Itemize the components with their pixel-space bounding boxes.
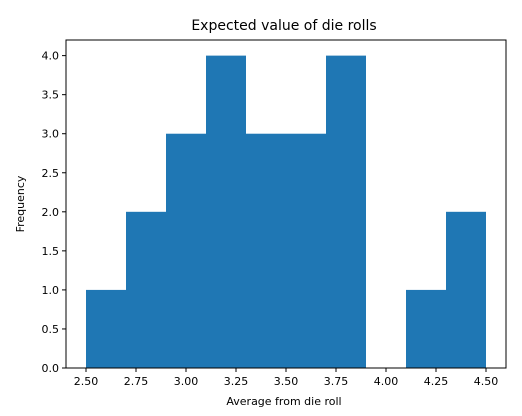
y-tick-label: 3.5 — [42, 89, 60, 102]
y-axis-ticks: 0.0 0.5 1.0 1.5 2.0 2.5 3.0 3.5 4.0 — [42, 50, 66, 375]
y-axis-title: Frequency — [14, 175, 27, 232]
histogram-bar-4 — [246, 133, 286, 368]
x-axis-title: Average from die roll — [226, 395, 341, 408]
histogram-bar-5 — [286, 133, 326, 368]
histogram-bar-1 — [126, 211, 166, 368]
y-tick-label: 1.0 — [42, 284, 60, 297]
x-tick-label: 4.25 — [424, 375, 449, 388]
y-tick-label: 2.5 — [42, 167, 60, 180]
histogram-bar-9 — [446, 211, 486, 368]
x-tick-label: 4.50 — [474, 375, 499, 388]
x-tick-label: 2.75 — [124, 375, 149, 388]
x-tick-label: 4.00 — [374, 375, 399, 388]
histogram-bar-3 — [206, 55, 246, 368]
histogram-bar-0 — [86, 289, 126, 368]
bars-group — [86, 55, 486, 368]
x-tick-label: 2.50 — [74, 375, 99, 388]
x-tick-label: 3.75 — [324, 375, 349, 388]
histogram-bar-6 — [326, 55, 366, 368]
x-axis-ticks: 2.50 2.75 3.00 3.25 3.50 3.75 4.00 4.25 4.50 — [74, 368, 499, 388]
x-tick-label: 3.00 — [174, 375, 199, 388]
chart-title: Expected value of die rolls — [191, 18, 376, 34]
y-tick-label: 0.5 — [42, 323, 60, 336]
x-tick-label: 3.50 — [274, 375, 299, 388]
y-tick-label: 2.0 — [42, 206, 60, 219]
y-tick-label: 0.0 — [42, 362, 60, 375]
histogram-bar-2 — [166, 133, 206, 368]
x-tick-label: 3.25 — [224, 375, 249, 388]
histogram-bar-8 — [406, 289, 446, 368]
y-tick-label: 1.5 — [42, 245, 60, 258]
y-tick-label: 3.0 — [42, 128, 60, 141]
y-tick-label: 4.0 — [42, 50, 60, 63]
